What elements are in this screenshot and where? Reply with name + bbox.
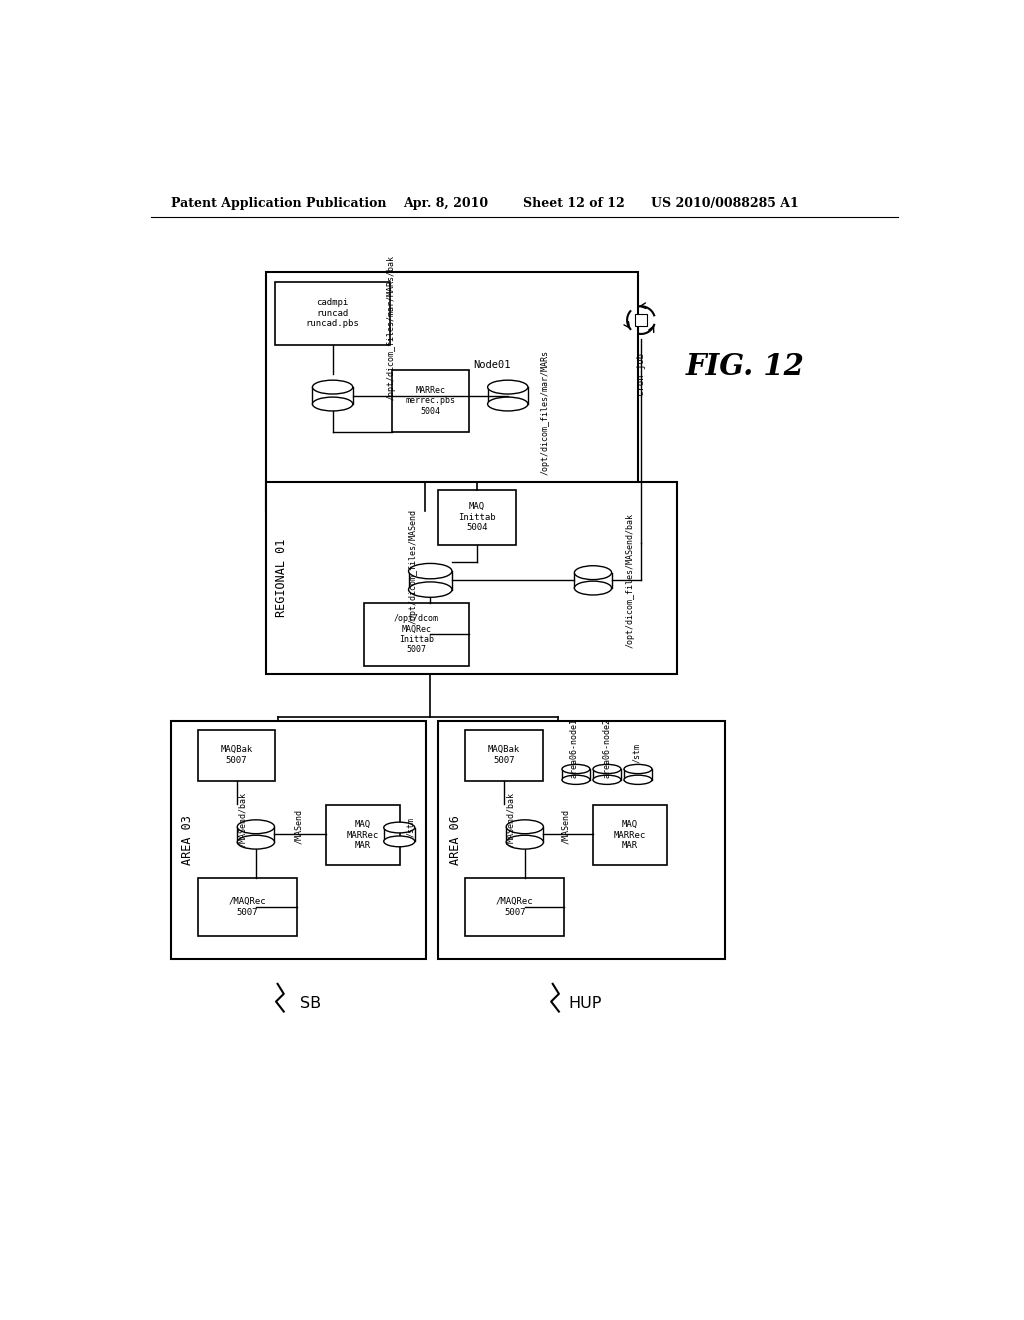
Bar: [593, 805, 667, 866]
Bar: [266, 482, 677, 675]
Ellipse shape: [487, 380, 528, 395]
Text: /MASend: /MASend: [560, 809, 569, 845]
Bar: [365, 603, 469, 665]
Text: /MASend: /MASend: [294, 809, 303, 845]
Text: /MAQRec
5007: /MAQRec 5007: [228, 898, 266, 916]
Ellipse shape: [487, 397, 528, 411]
Ellipse shape: [562, 764, 590, 774]
Text: /stm: /stm: [632, 743, 641, 763]
Bar: [198, 730, 275, 780]
Ellipse shape: [593, 764, 621, 774]
Ellipse shape: [384, 822, 415, 833]
Ellipse shape: [409, 564, 452, 579]
Text: US 2010/0088285 A1: US 2010/0088285 A1: [651, 197, 799, 210]
Text: HUP: HUP: [568, 997, 602, 1011]
Text: MAQ
MARRec
MAR: MAQ MARRec MAR: [347, 820, 379, 850]
Ellipse shape: [574, 566, 611, 579]
Bar: [391, 370, 469, 432]
Ellipse shape: [624, 775, 652, 784]
Bar: [465, 730, 543, 780]
Text: Node01: Node01: [473, 360, 511, 370]
Text: MAQ
MARRec
MAR: MAQ MARRec MAR: [613, 820, 645, 850]
Bar: [465, 878, 564, 936]
Ellipse shape: [574, 581, 611, 595]
Bar: [275, 281, 390, 345]
Text: Patent Application Publication: Patent Application Publication: [171, 197, 386, 210]
Bar: [327, 805, 400, 866]
Text: area06-node2: area06-node2: [602, 718, 611, 779]
Text: MAQBak
5007: MAQBak 5007: [487, 746, 520, 764]
Text: MAQBak
5007: MAQBak 5007: [220, 746, 253, 764]
Text: /MAQRec
5007: /MAQRec 5007: [496, 898, 534, 916]
Ellipse shape: [562, 775, 590, 784]
Ellipse shape: [312, 397, 352, 411]
Text: MAQ
Inittab
5004: MAQ Inittab 5004: [458, 503, 496, 532]
Text: area06-node1: area06-node1: [569, 718, 579, 779]
Bar: [635, 314, 647, 326]
Ellipse shape: [624, 764, 652, 774]
Text: cron job: cron job: [637, 352, 645, 396]
Ellipse shape: [238, 820, 274, 834]
Ellipse shape: [506, 836, 544, 849]
Text: /opt/dcom
MAQRec
Inittab
5007: /opt/dcom MAQRec Inittab 5007: [394, 614, 439, 655]
Text: /MASend/bak: /MASend/bak: [239, 792, 247, 846]
Bar: [198, 878, 297, 936]
Ellipse shape: [593, 775, 621, 784]
Text: /stm: /stm: [406, 817, 415, 837]
Text: Sheet 12 of 12: Sheet 12 of 12: [523, 197, 625, 210]
Text: cadmpi
runcad
runcad.pbs: cadmpi runcad runcad.pbs: [306, 298, 359, 329]
Text: /opt/dicom_files/mar/MARs: /opt/dicom_files/mar/MARs: [541, 350, 550, 475]
Ellipse shape: [312, 380, 352, 395]
Text: AREA 03: AREA 03: [181, 814, 195, 865]
Ellipse shape: [384, 836, 415, 847]
Text: /MASend/bak: /MASend/bak: [506, 792, 515, 846]
Text: SB: SB: [300, 997, 321, 1011]
Ellipse shape: [238, 836, 274, 849]
Text: /opt/dicom_files/MASend/bak: /opt/dicom_files/MASend/bak: [626, 513, 635, 648]
Bar: [438, 721, 725, 960]
Text: /opt/dicom_files/MASend: /opt/dicom_files/MASend: [409, 510, 418, 624]
Ellipse shape: [506, 820, 544, 834]
Text: REGIONAL 01: REGIONAL 01: [275, 539, 288, 618]
Text: AREA 06: AREA 06: [449, 814, 462, 865]
Bar: [266, 272, 638, 511]
Bar: [438, 490, 515, 545]
Ellipse shape: [409, 582, 452, 598]
Text: Apr. 8, 2010: Apr. 8, 2010: [403, 197, 488, 210]
Bar: [171, 721, 426, 960]
Text: MARRec
merrec.pbs
5004: MARRec merrec.pbs 5004: [406, 385, 456, 416]
Text: /opt/dicom_files/mar/MARs/bak: /opt/dicom_files/mar/MARs/bak: [387, 255, 396, 400]
Text: FIG. 12: FIG. 12: [686, 352, 805, 380]
